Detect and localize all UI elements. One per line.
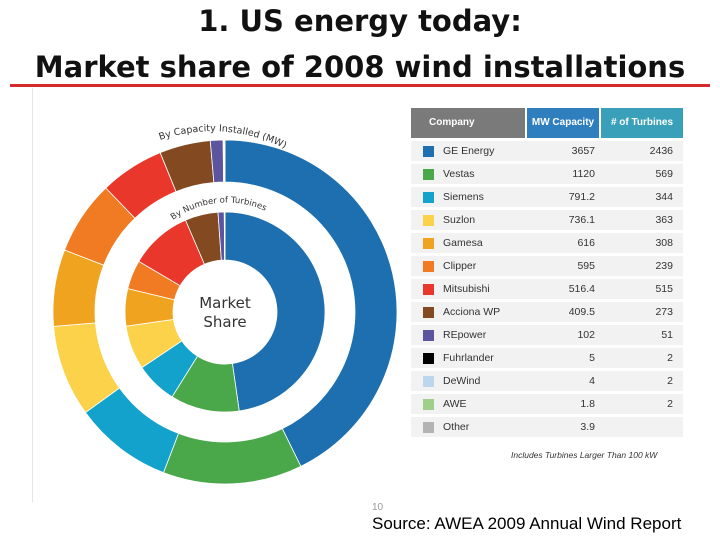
row-mw-capacity: 595 [577,260,595,272]
row-mw-capacity: 516.4 [568,283,595,295]
row-mw-capacity: 3657 [571,145,595,157]
legend-swatch [423,238,434,249]
row-company: DeWind [443,375,481,387]
row-company: Suzlon [443,214,476,226]
table-row: Acciona WP 409.5 273 [411,302,683,322]
row-company: Vestas [443,168,475,180]
table-row: Fuhrlander 5 2 [411,348,683,368]
row-company: Gamesa [443,237,483,249]
column-header-company: Company [411,108,525,138]
legend-swatch [423,307,434,318]
row-mw-capacity: 409.5 [568,306,595,318]
row-turbines: 2 [667,375,673,387]
row-company: Other [443,421,470,433]
row-turbines: 344 [655,191,673,203]
row-mw-capacity: 1.8 [580,398,595,410]
row-company: Acciona WP [443,306,501,318]
table-row: Clipper 595 239 [411,256,683,276]
table-header: Company MW Capacity # of Turbines [411,108,683,138]
legend-swatch [423,215,434,226]
row-company: GE Energy [443,145,495,157]
row-turbines: 2436 [649,145,673,157]
row-turbines: 363 [655,214,673,226]
row-company: REpower [443,329,487,341]
row-turbines: 2 [667,398,673,410]
row-mw-capacity: 5 [589,352,595,364]
row-turbines: 273 [655,306,673,318]
row-turbines: 51 [661,329,673,341]
row-company: AWE [443,398,467,410]
table-row: Other 3.9 [411,417,683,437]
title-underline [10,84,710,87]
source-citation: Source: AWEA 2009 Annual Wind Report [372,514,682,533]
center-label: Market Share [195,294,255,332]
legend-swatch [423,146,434,157]
legend-swatch [423,376,434,387]
table-body: GE Energy 3657 2436 Vestas 1120 569 Siemens 791… [411,141,683,437]
table-row: GE Energy 3657 2436 [411,141,683,161]
row-turbines: 308 [655,237,673,249]
page-number: 10 [372,502,384,513]
outer-slice-vestas [162,428,302,485]
row-company: Siemens [443,191,484,203]
row-company: Clipper [443,260,477,272]
table-row: Mitsubishi 516.4 515 [411,279,683,299]
outer-ring-capacity [52,139,398,485]
legend-swatch [423,169,434,180]
row-mw-capacity: 736.1 [568,214,595,226]
legend-swatch [423,399,434,410]
row-company: Fuhrlander [443,352,494,364]
chart-figure: By Capacity Installed (MW) By Number of … [32,88,695,502]
legend-swatch [423,330,434,341]
legend-swatch [423,192,434,203]
slide-title-line1: 1. US energy today: [198,4,522,38]
row-turbines: 239 [655,260,673,272]
column-header-mw-capacity: MW Capacity [527,108,599,138]
slide-title-line2: Market share of 2008 wind installations [34,50,686,84]
table-row: AWE 1.8 2 [411,394,683,414]
inner-ring-turbines [124,211,326,413]
market-share-table: Company MW Capacity # of Turbines GE Ene… [411,108,683,440]
row-mw-capacity: 616 [577,237,595,249]
row-mw-capacity: 102 [577,329,595,341]
legend-swatch [423,284,434,295]
row-company: Mitsubishi [443,283,490,295]
donut-center [173,260,277,364]
market-share-donut-chart: By Capacity Installed (MW) By Number of … [52,123,398,485]
column-header-turbines: # of Turbines [601,108,683,138]
legend-swatch [423,261,434,272]
table-row: REpower 102 51 [411,325,683,345]
table-row: Siemens 791.2 344 [411,187,683,207]
table-row: Gamesa 616 308 [411,233,683,253]
row-mw-capacity: 3.9 [580,421,595,433]
row-mw-capacity: 1120 [572,168,595,180]
legend-swatch [423,353,434,364]
row-mw-capacity: 4 [589,375,595,387]
center-label-line2: Share [203,313,247,331]
row-turbines: 2 [667,352,673,364]
outer-slice-ge-energy [224,139,398,467]
table-row: DeWind 4 2 [411,371,683,391]
center-label-line1: Market [199,294,251,312]
table-row: Suzlon 736.1 363 [411,210,683,230]
table-row: Vestas 1120 569 [411,164,683,184]
table-footnote: Includes Turbines Larger Than 100 kW [511,450,658,460]
legend-swatch [423,422,434,433]
row-turbines: 569 [655,168,673,180]
row-mw-capacity: 791.2 [568,191,595,203]
row-turbines: 515 [655,283,673,295]
